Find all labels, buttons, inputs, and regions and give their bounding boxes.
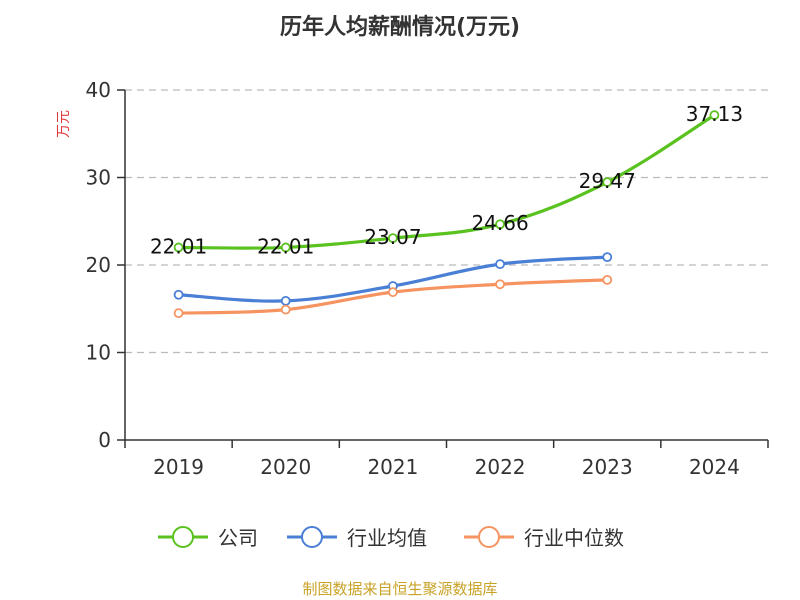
y-tick-label-30: 30 xyxy=(86,166,111,190)
legend-marker-1 xyxy=(301,526,323,548)
y-tick-label-40: 40 xyxy=(86,78,111,102)
data-point-0-2020 xyxy=(280,242,291,253)
legend-marker-0 xyxy=(172,526,194,548)
series-line-0 xyxy=(176,113,717,250)
data-point-1-2023 xyxy=(602,252,613,263)
data-point-1-2022 xyxy=(495,259,505,270)
legend-label-1: 行业均值 xyxy=(347,526,427,550)
data-point-2-2022 xyxy=(495,279,505,290)
data-label-2021: 23.07 xyxy=(364,225,421,249)
data-labels: 22.01 22.01 23.07 24.66 29.47 37.13 xyxy=(150,102,743,258)
data-point-0-2021 xyxy=(388,233,398,244)
legend-marker-2 xyxy=(478,526,500,548)
data-point-0-2019 xyxy=(173,242,184,253)
y-tick-label-10: 10 xyxy=(86,341,111,365)
data-point-0-2023 xyxy=(602,177,613,188)
data-point-2-2021 xyxy=(388,287,398,298)
legend-label-0: 公司 xyxy=(218,526,258,550)
data-point-0-2022 xyxy=(495,219,505,230)
data-label-2020: 22.01 xyxy=(257,234,314,258)
y-axis-label: 万元 xyxy=(56,110,72,138)
axes: 0 10 20 30 40 2019 2020 2021 2022 2023 2024 xyxy=(86,78,769,479)
data-point-1-2019 xyxy=(173,289,184,300)
data-label-2022: 24.66 xyxy=(471,211,528,235)
source-note: 制图数据来自恒生聚源数据库 xyxy=(302,580,497,598)
data-label-2019: 22.01 xyxy=(150,234,207,258)
y-tick-label-20: 20 xyxy=(86,253,111,277)
legend-label-2: 行业中位数 xyxy=(524,526,624,550)
x-tick-label-2020: 2020 xyxy=(260,455,311,479)
x-tick-label-2023: 2023 xyxy=(582,455,633,479)
data-point-2-2023 xyxy=(602,274,613,285)
data-point-0-2024 xyxy=(709,110,720,121)
legend: 公司 行业均值 行业中位数 xyxy=(158,526,624,550)
series-lines xyxy=(173,110,720,319)
x-tick-label-2019: 2019 xyxy=(153,455,204,479)
x-tick-label-2022: 2022 xyxy=(475,455,526,479)
data-label-2024: 37.13 xyxy=(686,102,743,126)
data-point-2-2019 xyxy=(173,308,184,319)
y-tick-label-0: 0 xyxy=(98,428,111,452)
data-label-2023: 29.47 xyxy=(579,169,636,193)
data-point-1-2020 xyxy=(280,295,291,306)
chart-title: 历年人均薪酬情况(万元) xyxy=(280,14,520,40)
data-point-2-2020 xyxy=(280,304,291,315)
x-tick-label-2024: 2024 xyxy=(689,455,740,479)
x-tick-label-2021: 2021 xyxy=(367,455,418,479)
